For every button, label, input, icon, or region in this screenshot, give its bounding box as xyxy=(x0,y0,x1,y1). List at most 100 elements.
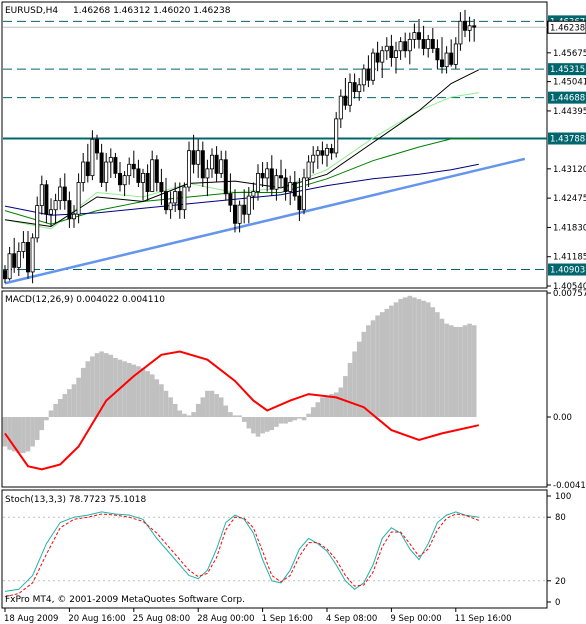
candle-body xyxy=(329,148,334,154)
candle-body xyxy=(39,184,44,207)
candle-body xyxy=(30,237,35,273)
macd-hist-bar xyxy=(347,362,353,418)
candle-body xyxy=(154,159,159,183)
candle-body xyxy=(72,213,77,220)
candle-body xyxy=(398,41,403,52)
stoch-lines xyxy=(3,511,547,598)
macd-hist-bar xyxy=(329,394,334,418)
trendline[interactable] xyxy=(4,157,526,285)
macd-hist-bar xyxy=(7,417,12,450)
macd-hist-bar xyxy=(366,325,371,418)
macd-hist-bar xyxy=(352,351,357,418)
time-axis: 18 Aug 2009 20 Aug 16:00 25 Aug 08:00 28 Au… xyxy=(4,608,512,624)
macd-hist-bar xyxy=(324,395,330,418)
price-tick-label: 1.44395 xyxy=(553,107,586,117)
macd-signal-line xyxy=(4,350,480,471)
macd-pane[interactable]: MACD(12,26,9) 0.004022 0.004110 0.007570… xyxy=(1,289,586,491)
macd-hist-bar xyxy=(25,417,31,452)
price-pane-frame xyxy=(1,1,548,289)
candle-body xyxy=(380,50,385,63)
candle-body xyxy=(352,82,357,93)
macd-hist-bar xyxy=(467,323,472,418)
candle-body xyxy=(306,161,311,179)
price-pane[interactable]: 1.463671.462381.453151.446881.437881.409… xyxy=(1,1,586,292)
macd-hist-bar xyxy=(301,417,307,421)
price-axis: 1.45675 1.45041 1.44395 1.43120 1.42475 1.418… xyxy=(547,49,586,292)
candle-body xyxy=(444,52,449,68)
macd-hist-bar xyxy=(108,354,114,418)
macd-hist-bar xyxy=(393,302,399,418)
macd-hist-bar xyxy=(191,412,196,418)
candle-body xyxy=(186,150,191,188)
price-tick-label: 1.45675 xyxy=(553,49,586,59)
candle-body xyxy=(361,68,366,86)
time-tick-label: 11 Sep 16:00 xyxy=(455,614,512,624)
macd-hist-bar xyxy=(435,312,440,418)
candle-body xyxy=(449,52,454,65)
macd-hist-bar xyxy=(136,366,141,418)
macd-tick-label: 0.00757 xyxy=(553,289,586,299)
price-level-label: 1.46238 xyxy=(550,23,585,33)
macd-signal-path xyxy=(4,350,480,471)
macd-hist-bar xyxy=(94,353,100,418)
candle-body xyxy=(131,163,136,170)
price-level-label: 1.44688 xyxy=(550,94,585,104)
macd-hist-bar xyxy=(113,358,118,418)
candle-body xyxy=(232,204,237,224)
macd-hist-bar xyxy=(200,397,206,418)
time-tick-label: 28 Aug 00:00 xyxy=(197,614,254,624)
macd-hist-bar xyxy=(471,325,477,418)
candlesticks xyxy=(3,9,477,284)
macd-hist-bar xyxy=(310,407,316,418)
macd-hist-bar xyxy=(269,417,275,431)
candle-body xyxy=(76,182,81,215)
macd-hist-bar xyxy=(145,371,150,418)
candle-body xyxy=(67,200,72,220)
macd-hist-bar xyxy=(412,297,417,418)
candle-body xyxy=(108,157,113,163)
candle-body xyxy=(301,177,306,211)
macd-hist-bar xyxy=(103,353,109,418)
macd-hist-bar xyxy=(214,394,219,418)
copyright-footer: FxPro MT4, © 2001-2009 MetaQuotes Softwa… xyxy=(5,595,245,605)
macd-hist-bar xyxy=(458,326,463,418)
candle-body xyxy=(237,204,242,224)
price-level-label: 1.40903 xyxy=(550,266,585,276)
macd-hist-bar xyxy=(237,415,242,418)
candle-body xyxy=(255,172,260,192)
candle-body xyxy=(182,186,187,211)
macd-hist-bar xyxy=(228,412,233,418)
candle-body xyxy=(347,82,352,106)
macd-hist-bar xyxy=(274,417,279,427)
macd-title: MACD(12,26,9) 0.004022 0.004110 xyxy=(5,295,165,305)
macd-hist-bar xyxy=(338,387,344,418)
candle-body xyxy=(53,200,58,211)
candle-body xyxy=(246,195,251,215)
price-level-tag xyxy=(547,20,586,34)
candle-body xyxy=(343,95,348,106)
macd-hist-bar xyxy=(90,356,95,418)
stoch-main-line xyxy=(4,511,479,592)
macd-hist-bar xyxy=(172,403,178,418)
stoch-pane[interactable]: Stoch(13,3,3) 78.7723 75.1018 FxPro MT4,… xyxy=(1,489,571,609)
macd-hist-bar xyxy=(421,300,426,418)
stoch-tick-label: 20 xyxy=(555,577,566,587)
macd-hist-bar xyxy=(85,361,91,418)
candle-body xyxy=(320,150,325,156)
macd-hist-bar xyxy=(430,307,436,418)
candle-body xyxy=(81,161,86,183)
macd-hist-bar xyxy=(241,417,247,422)
candle-body xyxy=(219,159,224,174)
price-tick-label: 1.40540 xyxy=(553,282,586,292)
macd-hist-bar xyxy=(278,417,284,424)
price-level-tag xyxy=(548,91,586,104)
macd-hist-bar xyxy=(182,413,187,418)
chart-title: EURUSD,H4 xyxy=(5,6,58,16)
macd-hist-bar xyxy=(333,392,339,418)
candle-body xyxy=(95,138,100,154)
macd-hist-bar xyxy=(356,341,362,418)
candle-body xyxy=(163,191,168,211)
macd-hist-bar xyxy=(122,361,127,418)
candle-body xyxy=(242,204,247,215)
